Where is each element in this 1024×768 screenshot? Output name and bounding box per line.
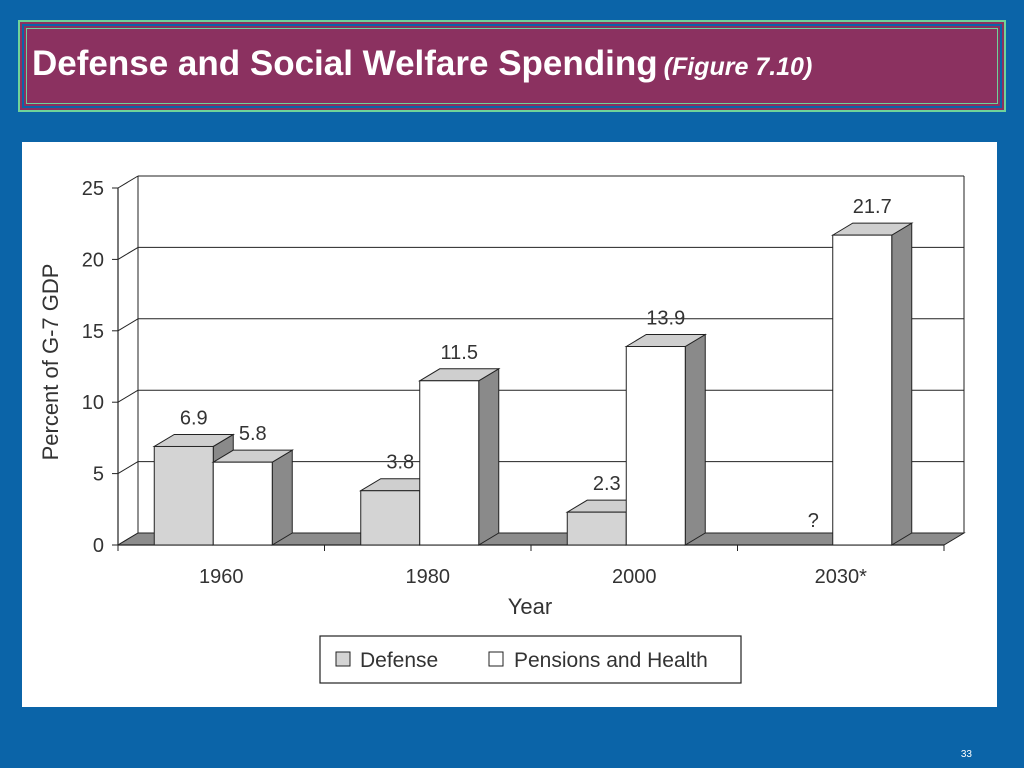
data-label: 5.8 <box>239 423 267 445</box>
x-tick-label: 2000 <box>612 566 657 588</box>
y-tick-label: 5 <box>93 464 104 486</box>
bar-side <box>271 449 293 546</box>
data-label: 11.5 <box>441 342 478 364</box>
slide-title-main: Defense and Social Welfare Spending <box>32 44 658 83</box>
gridline-depth <box>117 389 139 403</box>
gridline-depth <box>117 318 139 332</box>
y-tick-label: 20 <box>82 249 104 271</box>
bar-side <box>684 333 706 546</box>
bar-chart: 0 5 10 15 20 25 6.9 5.8 1960 3.8 11.5 1980 2.3 13.9 20… <box>38 175 966 684</box>
bar-pensions-health <box>419 380 480 546</box>
bar-side <box>478 367 500 546</box>
data-label: 21.7 <box>853 196 892 218</box>
data-label: 13.9 <box>646 308 685 330</box>
bar-pensions-health <box>212 461 273 546</box>
legend-swatch-defense <box>335 651 351 667</box>
bar-defense <box>566 511 627 546</box>
gridline-depth <box>117 175 139 189</box>
data-label: 6.9 <box>180 407 208 429</box>
y-tick-label: 25 <box>82 178 104 200</box>
legend-swatch-pensions-health <box>488 651 504 667</box>
x-tick-label: 1960 <box>199 566 244 588</box>
y-axis-title: Percent of G-7 GDP <box>38 264 63 461</box>
page-number: 33 <box>960 749 972 760</box>
gridline-depth <box>117 461 139 475</box>
title-frame <box>26 28 998 104</box>
data-label: 2.3 <box>593 473 621 495</box>
bar-side <box>891 222 913 546</box>
y-tick-label: 10 <box>82 392 104 414</box>
y-tick-label: 0 <box>93 535 104 557</box>
title-bar: Defense and Social Welfare Spending (Figu… <box>18 20 1006 112</box>
y-tick-label: 15 <box>82 321 104 343</box>
data-label: ? <box>808 510 819 532</box>
legend-label-defense: Defense <box>360 649 438 672</box>
bar-defense <box>360 490 421 546</box>
slide-title: Defense and Social Welfare Spending (Figu… <box>32 44 812 84</box>
data-label: 3.8 <box>386 452 414 474</box>
gridline-depth <box>117 246 139 260</box>
bar-pensions-health <box>625 346 686 546</box>
x-axis-title: Year <box>508 594 552 619</box>
x-tick-label: 1980 <box>406 566 451 588</box>
bar-pensions-health <box>832 234 893 546</box>
legend-label-pensions-health: Pensions and Health <box>514 649 708 672</box>
slide-title-figure: (Figure 7.10) <box>663 53 813 81</box>
bar-defense <box>153 445 214 546</box>
x-tick-label: 2030* <box>815 566 867 588</box>
chart-panel: 0 5 10 15 20 25 6.9 5.8 1960 3.8 11.5 1980 2.3 13.9 20… <box>22 142 997 707</box>
legend-box <box>319 635 742 684</box>
